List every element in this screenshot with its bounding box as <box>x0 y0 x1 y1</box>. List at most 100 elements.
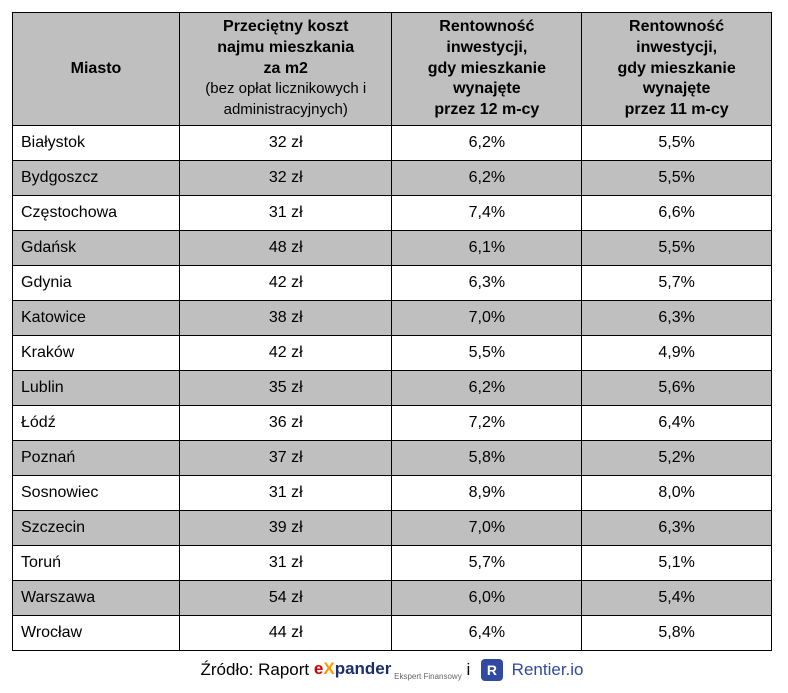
table-row: Gdańsk48 zł6,1%5,5% <box>13 230 772 265</box>
cell-city: Poznań <box>13 440 180 475</box>
cell-city: Gdańsk <box>13 230 180 265</box>
cell-r12: 5,5% <box>392 335 582 370</box>
cell-city: Warszawa <box>13 580 180 615</box>
cell-r12: 5,8% <box>392 440 582 475</box>
table-row: Łódź36 zł7,2%6,4% <box>13 405 772 440</box>
source-sep: i <box>466 660 475 679</box>
cell-city: Sosnowiec <box>13 475 180 510</box>
table-row: Białystok32 zł6,2%5,5% <box>13 125 772 160</box>
cell-city: Wrocław <box>13 615 180 650</box>
col-header-city-line: Miasto <box>71 60 122 77</box>
rentier-name: Rentier.io <box>512 660 584 679</box>
cell-city: Łódź <box>13 405 180 440</box>
col-header-roi11-line: przez 11 m-cy <box>625 101 729 118</box>
cell-city: Bydgoszcz <box>13 160 180 195</box>
col-header-city: Miasto <box>13 13 180 126</box>
cell-r11: 5,5% <box>582 125 772 160</box>
table-row: Toruń31 zł5,7%5,1% <box>13 545 772 580</box>
cell-cost: 39 zł <box>179 510 392 545</box>
cell-city: Kraków <box>13 335 180 370</box>
cell-r11: 8,0% <box>582 475 772 510</box>
cell-r11: 5,6% <box>582 370 772 405</box>
source-label: Źródło: Raport <box>200 660 313 679</box>
cell-cost: 44 zł <box>179 615 392 650</box>
cell-cost: 48 zł <box>179 230 392 265</box>
cell-r11: 6,4% <box>582 405 772 440</box>
col-header-cost-line: za m2 <box>263 60 307 77</box>
cell-cost: 42 zł <box>179 335 392 370</box>
col-header-roi12-line: inwestycji, <box>446 39 527 56</box>
table-header: Miasto Przeciętny koszt najmu mieszkania… <box>13 13 772 126</box>
cell-r11: 5,5% <box>582 230 772 265</box>
cell-r12: 7,4% <box>392 195 582 230</box>
cell-city: Toruń <box>13 545 180 580</box>
table-row: Wrocław44 zł6,4%5,8% <box>13 615 772 650</box>
cell-r11: 4,9% <box>582 335 772 370</box>
cell-r12: 6,2% <box>392 160 582 195</box>
expander-x: X <box>323 659 334 678</box>
cell-r11: 5,7% <box>582 265 772 300</box>
cell-cost: 32 zł <box>179 125 392 160</box>
cell-cost: 31 zł <box>179 545 392 580</box>
cell-r12: 6,0% <box>392 580 582 615</box>
col-header-roi12: Rentowność inwestycji, gdy mieszkanie wy… <box>392 13 582 126</box>
cell-r12: 6,2% <box>392 125 582 160</box>
col-header-cost-line: Przeciętny koszt <box>223 18 348 35</box>
cell-cost: 38 zł <box>179 300 392 335</box>
cell-cost: 37 zł <box>179 440 392 475</box>
expander-e: e <box>314 659 323 678</box>
cell-city: Białystok <box>13 125 180 160</box>
col-header-roi11-line: inwestycji, <box>636 39 717 56</box>
cell-r11: 5,4% <box>582 580 772 615</box>
cell-r12: 7,0% <box>392 300 582 335</box>
cell-city: Szczecin <box>13 510 180 545</box>
cell-r11: 6,3% <box>582 300 772 335</box>
rental-roi-table: Miasto Przeciętny koszt najmu mieszkania… <box>12 12 772 651</box>
cell-city: Częstochowa <box>13 195 180 230</box>
col-header-roi12-line: wynajęte <box>453 80 521 97</box>
table-row: Sosnowiec31 zł8,9%8,0% <box>13 475 772 510</box>
table-row: Warszawa54 zł6,0%5,4% <box>13 580 772 615</box>
col-header-roi12-line: przez 12 m-cy <box>434 101 539 118</box>
table-row: Gdynia42 zł6,3%5,7% <box>13 265 772 300</box>
col-header-roi12-line: gdy mieszkanie <box>428 60 546 77</box>
cell-city: Katowice <box>13 300 180 335</box>
cell-r11: 5,2% <box>582 440 772 475</box>
cell-r12: 6,3% <box>392 265 582 300</box>
expander-logo: eXpander Ekspert Finansowy <box>314 659 467 678</box>
col-header-cost-line: najmu mieszkania <box>217 39 354 56</box>
cell-cost: 31 zł <box>179 195 392 230</box>
cell-cost: 42 zł <box>179 265 392 300</box>
cell-cost: 32 zł <box>179 160 392 195</box>
cell-r12: 6,4% <box>392 615 582 650</box>
table-row: Poznań37 zł5,8%5,2% <box>13 440 772 475</box>
col-header-roi12-line: Rentowność <box>439 18 534 35</box>
col-header-roi11: Rentowność inwestycji, gdy mieszkanie wy… <box>582 13 772 126</box>
cell-cost: 36 zł <box>179 405 392 440</box>
source-line: Źródło: Raport eXpander Ekspert Finansow… <box>12 659 772 681</box>
cell-r12: 7,0% <box>392 510 582 545</box>
table-row: Katowice38 zł7,0%6,3% <box>13 300 772 335</box>
col-header-cost: Przeciętny koszt najmu mieszkania za m2 … <box>179 13 392 126</box>
table-row: Bydgoszcz32 zł6,2%5,5% <box>13 160 772 195</box>
col-header-roi11-line: Rentowność <box>629 18 724 35</box>
rental-roi-table-wrap: Miasto Przeciętny koszt najmu mieszkania… <box>12 12 772 651</box>
cell-r12: 5,7% <box>392 545 582 580</box>
table-row: Częstochowa31 zł7,4%6,6% <box>13 195 772 230</box>
table-row: Kraków42 zł5,5%4,9% <box>13 335 772 370</box>
cell-city: Lublin <box>13 370 180 405</box>
cell-r12: 7,2% <box>392 405 582 440</box>
cell-r11: 5,1% <box>582 545 772 580</box>
table-row: Lublin35 zł6,2%5,6% <box>13 370 772 405</box>
col-header-cost-sub: (bez opłat licznikowych i administracyjn… <box>205 80 366 118</box>
col-header-roi11-line: wynajęte <box>643 80 711 97</box>
cell-r11: 5,5% <box>582 160 772 195</box>
cell-cost: 54 zł <box>179 580 392 615</box>
cell-r11: 5,8% <box>582 615 772 650</box>
cell-r11: 6,3% <box>582 510 772 545</box>
col-header-roi11-line: gdy mieszkanie <box>617 60 735 77</box>
cell-r12: 6,1% <box>392 230 582 265</box>
cell-cost: 35 zł <box>179 370 392 405</box>
cell-r12: 8,9% <box>392 475 582 510</box>
cell-city: Gdynia <box>13 265 180 300</box>
